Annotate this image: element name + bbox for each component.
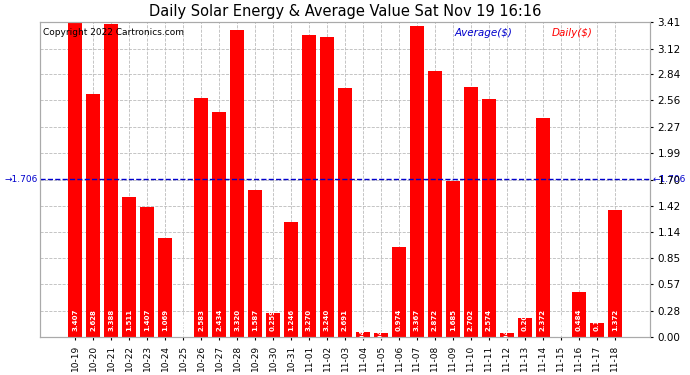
Bar: [140, 207, 155, 337]
Bar: [230, 30, 244, 337]
Text: 1.246: 1.246: [288, 309, 294, 331]
Bar: [68, 22, 82, 337]
Text: 2.583: 2.583: [198, 309, 204, 331]
Text: 2.691: 2.691: [342, 309, 348, 331]
Text: Average($): Average($): [455, 28, 513, 38]
Bar: [356, 332, 370, 337]
Bar: [302, 34, 316, 337]
Text: 0.049: 0.049: [360, 324, 366, 346]
Bar: [410, 26, 424, 337]
Bar: [86, 94, 100, 337]
Bar: [266, 313, 280, 337]
Text: 2.702: 2.702: [468, 309, 474, 331]
Text: 2.628: 2.628: [90, 309, 96, 331]
Text: 2.872: 2.872: [432, 309, 438, 331]
Bar: [428, 72, 442, 337]
Bar: [535, 118, 550, 337]
Bar: [571, 292, 586, 337]
Bar: [122, 197, 137, 337]
Text: 0.259: 0.259: [270, 309, 276, 331]
Text: 0.974: 0.974: [396, 308, 402, 331]
Text: 0.000: 0.000: [180, 314, 186, 336]
Text: 1.685: 1.685: [450, 309, 456, 331]
Bar: [194, 98, 208, 337]
Bar: [590, 323, 604, 337]
Text: Daily($): Daily($): [552, 28, 593, 38]
Text: Copyright 2022 Cartronics.com: Copyright 2022 Cartronics.com: [43, 28, 184, 37]
Text: 0.044: 0.044: [378, 324, 384, 346]
Text: 1.407: 1.407: [144, 308, 150, 331]
Text: 3.388: 3.388: [108, 308, 114, 331]
Text: 2.434: 2.434: [216, 308, 222, 331]
Text: 1.587: 1.587: [252, 309, 258, 331]
Bar: [482, 99, 496, 337]
Text: 3.320: 3.320: [234, 309, 240, 331]
Text: 0.207: 0.207: [522, 309, 528, 331]
Text: 3.367: 3.367: [414, 309, 420, 331]
Title: Daily Solar Energy & Average Value Sat Nov 19 16:16: Daily Solar Energy & Average Value Sat N…: [149, 4, 541, 19]
Text: 0.000: 0.000: [558, 314, 564, 336]
Text: 0.150: 0.150: [594, 309, 600, 331]
Text: 3.270: 3.270: [306, 309, 312, 331]
Text: 3.407: 3.407: [72, 308, 78, 331]
Text: 1.511: 1.511: [126, 309, 132, 331]
Text: 1.372: 1.372: [612, 309, 618, 331]
Text: 0.047: 0.047: [504, 324, 510, 346]
Text: ←1.706: ←1.706: [653, 175, 686, 184]
Bar: [320, 38, 334, 337]
Bar: [284, 222, 298, 337]
Bar: [392, 247, 406, 337]
Text: 2.372: 2.372: [540, 309, 546, 331]
Text: 3.240: 3.240: [324, 308, 330, 331]
Bar: [104, 24, 119, 337]
Text: 0.484: 0.484: [576, 308, 582, 331]
Bar: [518, 318, 532, 337]
Bar: [500, 333, 514, 337]
Bar: [446, 181, 460, 337]
Bar: [464, 87, 478, 337]
Bar: [608, 210, 622, 337]
Text: 1.069: 1.069: [162, 309, 168, 331]
Text: →1.706: →1.706: [4, 175, 37, 184]
Text: 2.574: 2.574: [486, 309, 492, 331]
Bar: [338, 88, 352, 337]
Bar: [212, 112, 226, 337]
Bar: [248, 190, 262, 337]
Bar: [158, 238, 172, 337]
Bar: [374, 333, 388, 337]
